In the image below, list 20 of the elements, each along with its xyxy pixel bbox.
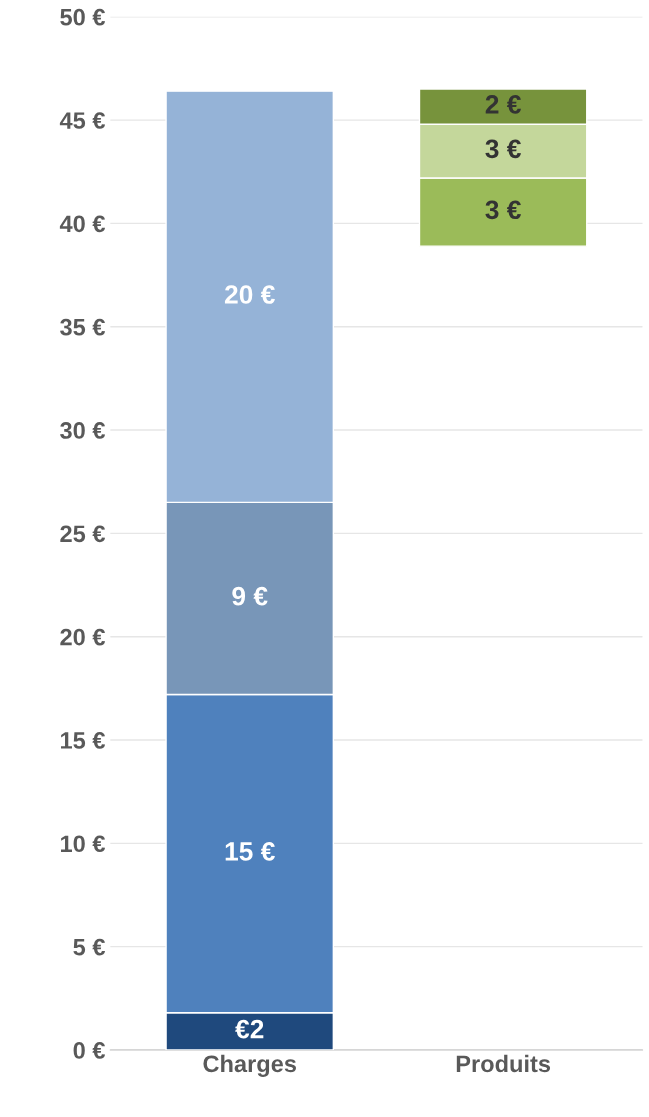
data-label: 20 €	[224, 285, 275, 304]
data-label: €2	[235, 1019, 264, 1039]
data-label: 9 €	[232, 586, 268, 606]
y-tick-label: 10 €	[61, 835, 106, 853]
data-label: 2 €	[485, 95, 522, 114]
data-label: 15 €	[225, 842, 275, 861]
y-tick-label: 25 €	[60, 525, 106, 543]
y-tick-label: 45 €	[59, 112, 106, 129]
y-tick-label: 30 €	[60, 422, 106, 439]
y-tick-label: 0 €	[73, 1042, 106, 1059]
data-label: 3 €	[485, 200, 522, 220]
y-tick-label: 35 €	[60, 318, 106, 336]
y-tick-label: 5 €	[73, 938, 106, 956]
x-tick-label: Charges	[203, 1054, 296, 1077]
y-tick-label: 50 €	[60, 8, 106, 26]
y-tick-label: 15 €	[61, 732, 106, 749]
y-tick-label: 20 €	[60, 628, 106, 646]
y-tick-label: 40 €	[59, 215, 106, 233]
data-label: 3 €	[485, 139, 522, 159]
x-tick-label: Produits	[456, 1054, 551, 1073]
